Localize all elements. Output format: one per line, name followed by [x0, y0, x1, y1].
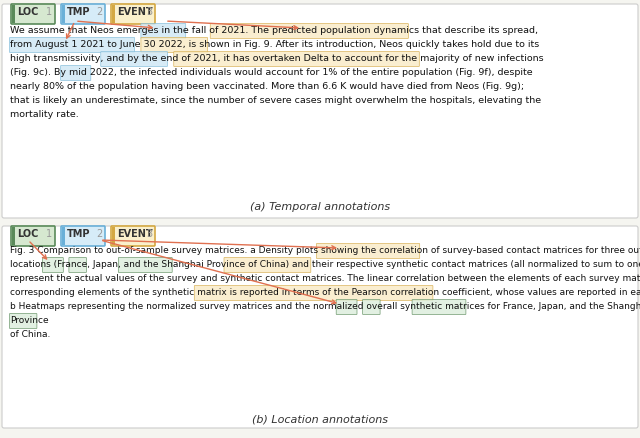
- Text: TMP: TMP: [67, 7, 90, 17]
- FancyBboxPatch shape: [11, 226, 55, 246]
- Text: high transmissivity, and by the end of 2021, it has overtaken Delta to account f: high transmissivity, and by the end of 2…: [10, 54, 543, 63]
- Text: LOC: LOC: [17, 229, 38, 239]
- Text: Fig. 3 Comparison to out-of-sample survey matrices. a Density plots showing the : Fig. 3 Comparison to out-of-sample surve…: [10, 246, 640, 255]
- Text: mortality rate.: mortality rate.: [10, 110, 79, 119]
- Text: We assume that Neos emerges in the fall of 2021. The predicted population dynami: We assume that Neos emerges in the fall …: [10, 26, 538, 35]
- Text: LOC: LOC: [17, 7, 38, 17]
- FancyBboxPatch shape: [363, 300, 380, 314]
- Text: nearly 80% of the population having been vaccinated. More than 6.6 K would have : nearly 80% of the population having been…: [10, 82, 524, 91]
- FancyBboxPatch shape: [12, 5, 15, 23]
- FancyBboxPatch shape: [11, 4, 55, 24]
- FancyBboxPatch shape: [10, 38, 134, 53]
- Text: of China.: of China.: [10, 330, 51, 339]
- Text: TMP: TMP: [67, 229, 90, 239]
- Text: 3: 3: [146, 229, 152, 239]
- FancyBboxPatch shape: [2, 4, 638, 218]
- FancyBboxPatch shape: [61, 66, 91, 81]
- FancyBboxPatch shape: [42, 258, 63, 272]
- FancyBboxPatch shape: [111, 226, 155, 246]
- Text: locations (France, Japan, and the Shanghai Province of China) and their respecti: locations (France, Japan, and the Shangh…: [10, 260, 640, 269]
- Text: from August 1 2021 to June 30 2022, is shown in Fig. 9. After its introduction, : from August 1 2021 to June 30 2022, is s…: [10, 40, 540, 49]
- FancyBboxPatch shape: [118, 258, 172, 272]
- FancyBboxPatch shape: [195, 286, 433, 300]
- FancyBboxPatch shape: [12, 227, 15, 245]
- Text: 1: 1: [46, 7, 52, 17]
- Text: EVENT: EVENT: [117, 229, 152, 239]
- Text: EVENT: EVENT: [117, 7, 152, 17]
- FancyBboxPatch shape: [211, 24, 408, 39]
- FancyBboxPatch shape: [112, 227, 115, 245]
- Text: Province: Province: [10, 316, 49, 325]
- FancyBboxPatch shape: [112, 5, 115, 23]
- FancyBboxPatch shape: [316, 244, 420, 258]
- FancyBboxPatch shape: [224, 258, 311, 272]
- FancyBboxPatch shape: [2, 226, 638, 428]
- Text: 1: 1: [46, 229, 52, 239]
- FancyBboxPatch shape: [141, 38, 207, 53]
- Text: 2: 2: [96, 229, 102, 239]
- Text: (a) Temporal annotations: (a) Temporal annotations: [250, 202, 390, 212]
- FancyBboxPatch shape: [100, 52, 168, 67]
- FancyBboxPatch shape: [111, 4, 155, 24]
- Text: (Fig. 9c). By mid 2022, the infected individuals would account for 1% of the ent: (Fig. 9c). By mid 2022, the infected ind…: [10, 68, 532, 77]
- Text: (b) Location annotations: (b) Location annotations: [252, 415, 388, 425]
- Text: represent the actual values of the survey and synthetic contact matrices. The li: represent the actual values of the surve…: [10, 274, 640, 283]
- Text: b Heatmaps representing the normalized survey matrices and the normalized overal: b Heatmaps representing the normalized s…: [10, 302, 640, 311]
- FancyBboxPatch shape: [412, 300, 466, 314]
- Text: that is likely an underestimate, since the number of severe cases might overwhel: that is likely an underestimate, since t…: [10, 96, 541, 105]
- FancyBboxPatch shape: [336, 300, 357, 314]
- FancyBboxPatch shape: [173, 52, 419, 67]
- Text: 3: 3: [146, 7, 152, 17]
- FancyBboxPatch shape: [10, 314, 37, 328]
- Text: 2: 2: [96, 7, 102, 17]
- Text: corresponding elements of the synthetic matrix is reported in terms of the Pears: corresponding elements of the synthetic …: [10, 288, 640, 297]
- FancyBboxPatch shape: [62, 227, 65, 245]
- FancyBboxPatch shape: [69, 258, 86, 272]
- FancyBboxPatch shape: [61, 226, 105, 246]
- FancyBboxPatch shape: [61, 4, 105, 24]
- FancyBboxPatch shape: [62, 5, 65, 23]
- FancyBboxPatch shape: [141, 24, 186, 39]
